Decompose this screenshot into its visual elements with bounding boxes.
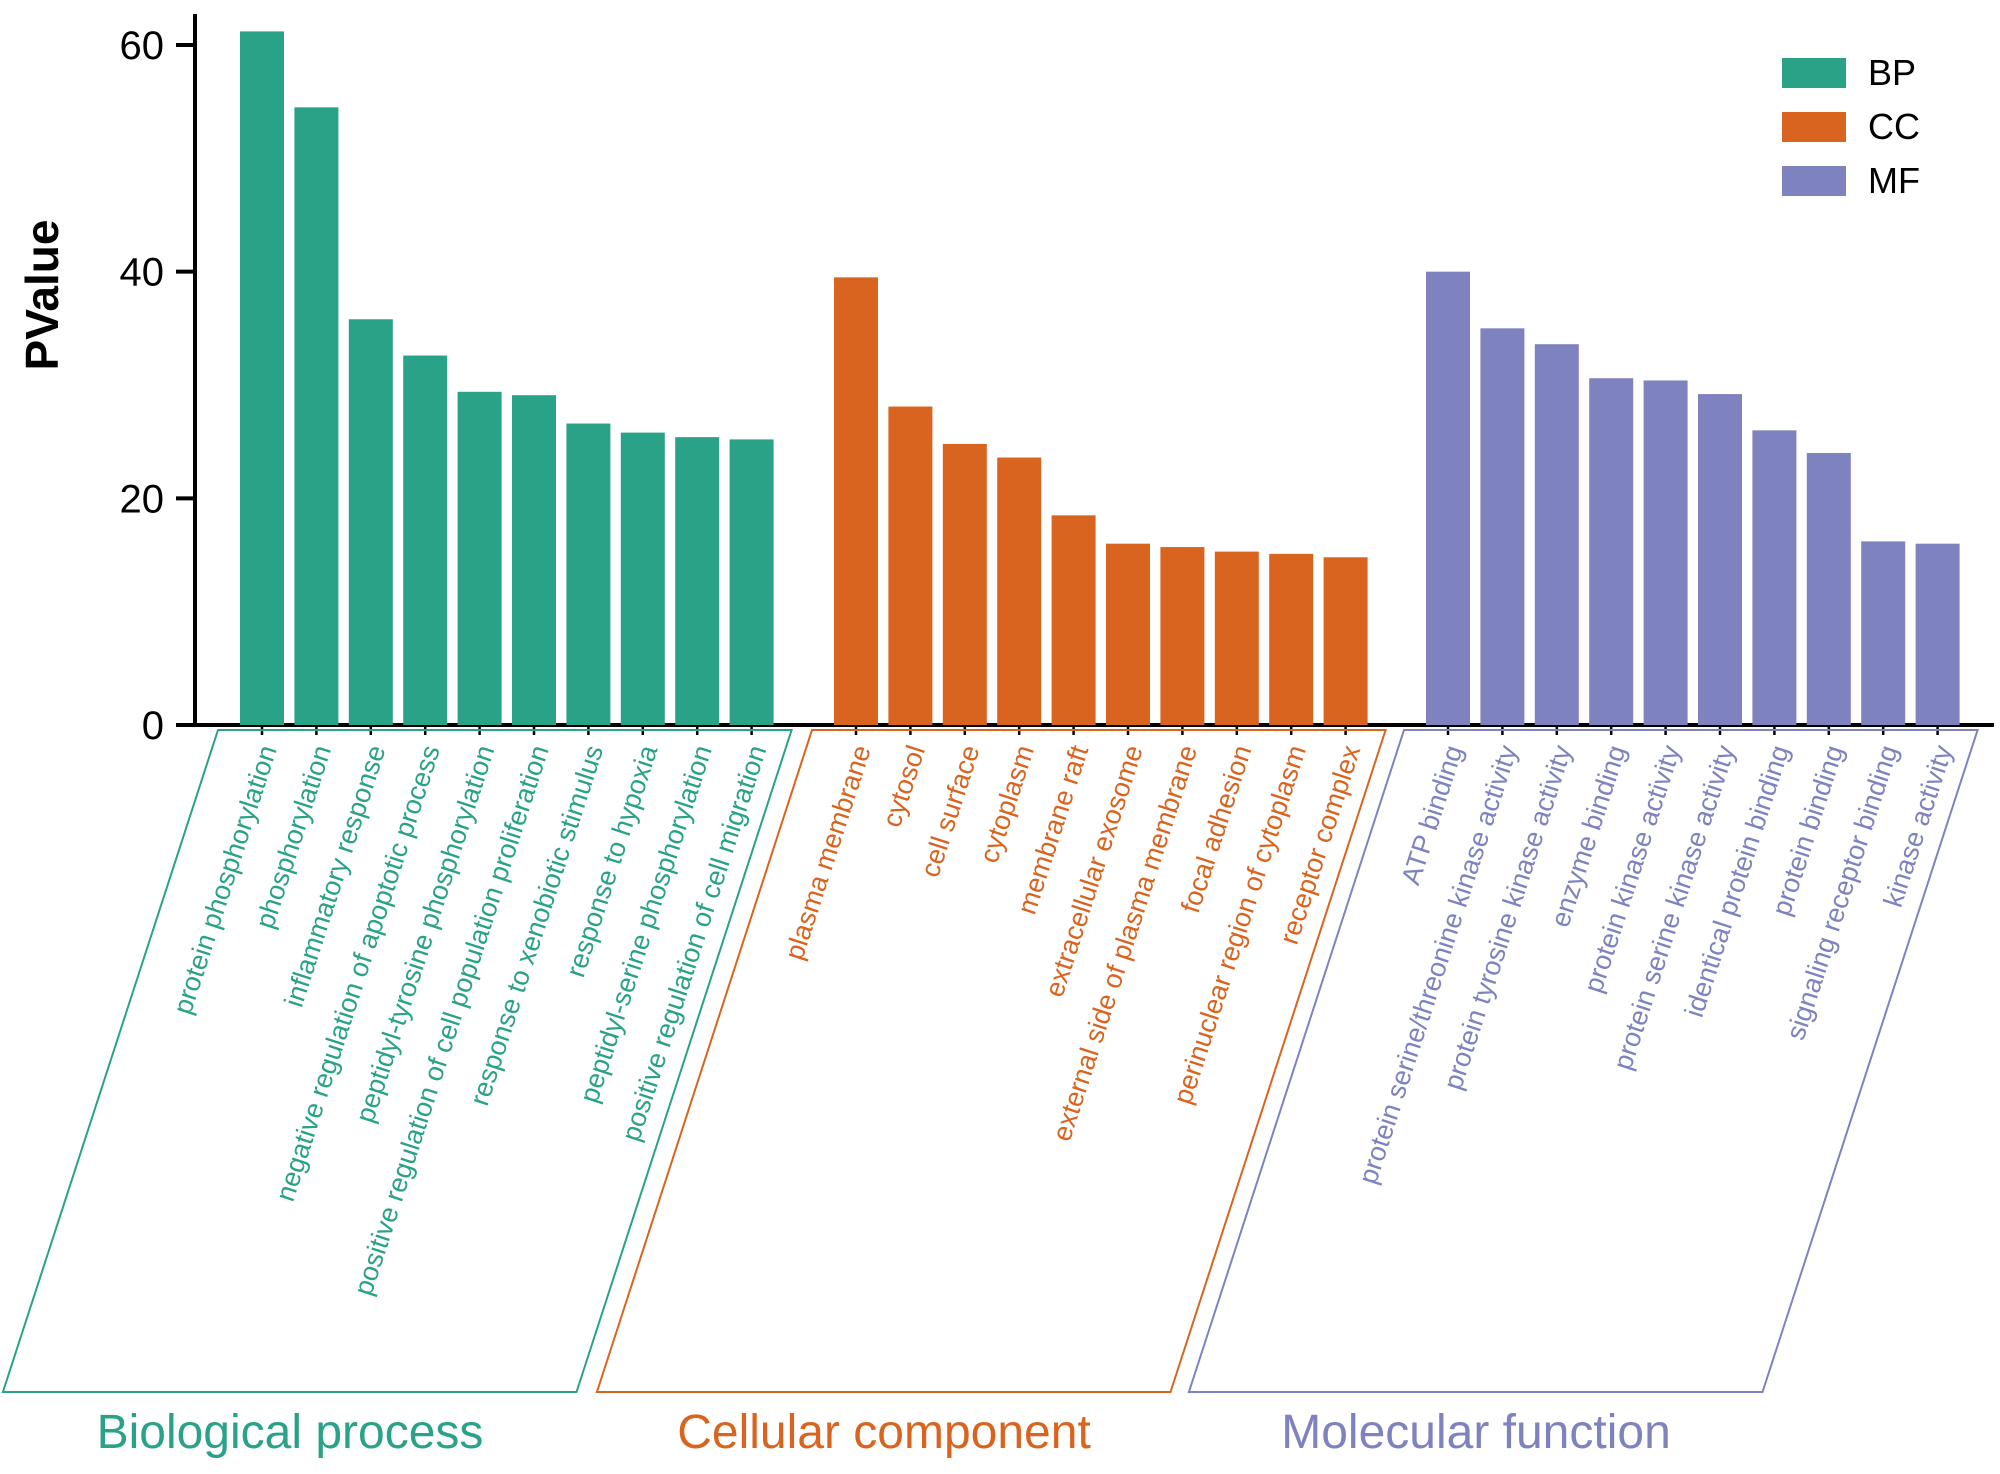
bar-mf-8 (1806, 453, 1851, 725)
bar-cc-9 (1269, 553, 1314, 725)
group-title-mf: Molecular function (1281, 1406, 1671, 1459)
group-outline-mf (1187, 729, 1979, 1393)
bar-mf-1 (1426, 271, 1470, 725)
legend-item-mf: MF (1782, 160, 1920, 201)
legend-label-bp: BP (1868, 52, 1917, 93)
legend-item-bp: BP (1782, 52, 1920, 93)
bar-bp-3 (348, 319, 393, 725)
bar-cc-5 (1051, 515, 1096, 725)
legend-swatch-mf (1782, 166, 1846, 196)
legend-label-cc: CC (1868, 106, 1920, 147)
bar-bp-6 (512, 395, 556, 725)
x-label-cc-1: plasma membrane (779, 742, 877, 964)
legend-swatch-bp (1782, 58, 1846, 88)
bar-bp-1 (240, 31, 284, 725)
bar-bp-7 (566, 423, 611, 725)
x-label-cc-2: cytosol (877, 742, 932, 831)
bar-cc-8 (1214, 551, 1259, 725)
group-outline-cc (595, 729, 1387, 1393)
bar-mf-9 (1861, 541, 1906, 725)
bar-cc-7 (1160, 547, 1205, 725)
bar-bp-9 (675, 437, 720, 725)
bar-bp-2 (294, 107, 339, 726)
legend: BP CC MF (1782, 52, 1920, 220)
bar-cc-2 (888, 406, 933, 725)
bar-mf-2 (1480, 328, 1525, 725)
bar-bp-8 (620, 432, 665, 725)
y-tick-label: 40 (120, 251, 165, 295)
bar-bp-4 (403, 355, 448, 725)
bar-cc-1 (834, 277, 878, 725)
bar-mf-7 (1752, 430, 1797, 725)
bar-mf-4 (1589, 378, 1634, 725)
bar-cc-10 (1323, 557, 1368, 725)
bar-mf-10 (1915, 543, 1960, 725)
legend-swatch-cc (1782, 112, 1846, 142)
legend-item-cc: CC (1782, 106, 1920, 147)
group-title-bp: Biological process (97, 1406, 484, 1459)
bar-mf-5 (1643, 380, 1688, 725)
y-tick-label: 0 (142, 704, 164, 748)
bar-cc-3 (942, 443, 987, 725)
y-tick-label: 60 (120, 24, 165, 68)
group-outline-bp (1, 729, 793, 1393)
bar-bp-10 (729, 439, 774, 725)
bar-cc-6 (1106, 543, 1150, 725)
bar-cc-4 (997, 457, 1042, 725)
legend-label-mf: MF (1868, 160, 1920, 201)
bar-bp-5 (457, 391, 502, 725)
y-axis-title: PValue (16, 220, 68, 371)
bar-mf-3 (1534, 344, 1579, 725)
group-title-cc: Cellular component (677, 1406, 1091, 1459)
y-tick-label: 20 (120, 477, 165, 521)
bar-mf-6 (1698, 394, 1742, 725)
x-label-cc-4: cytoplasm (974, 742, 1040, 867)
